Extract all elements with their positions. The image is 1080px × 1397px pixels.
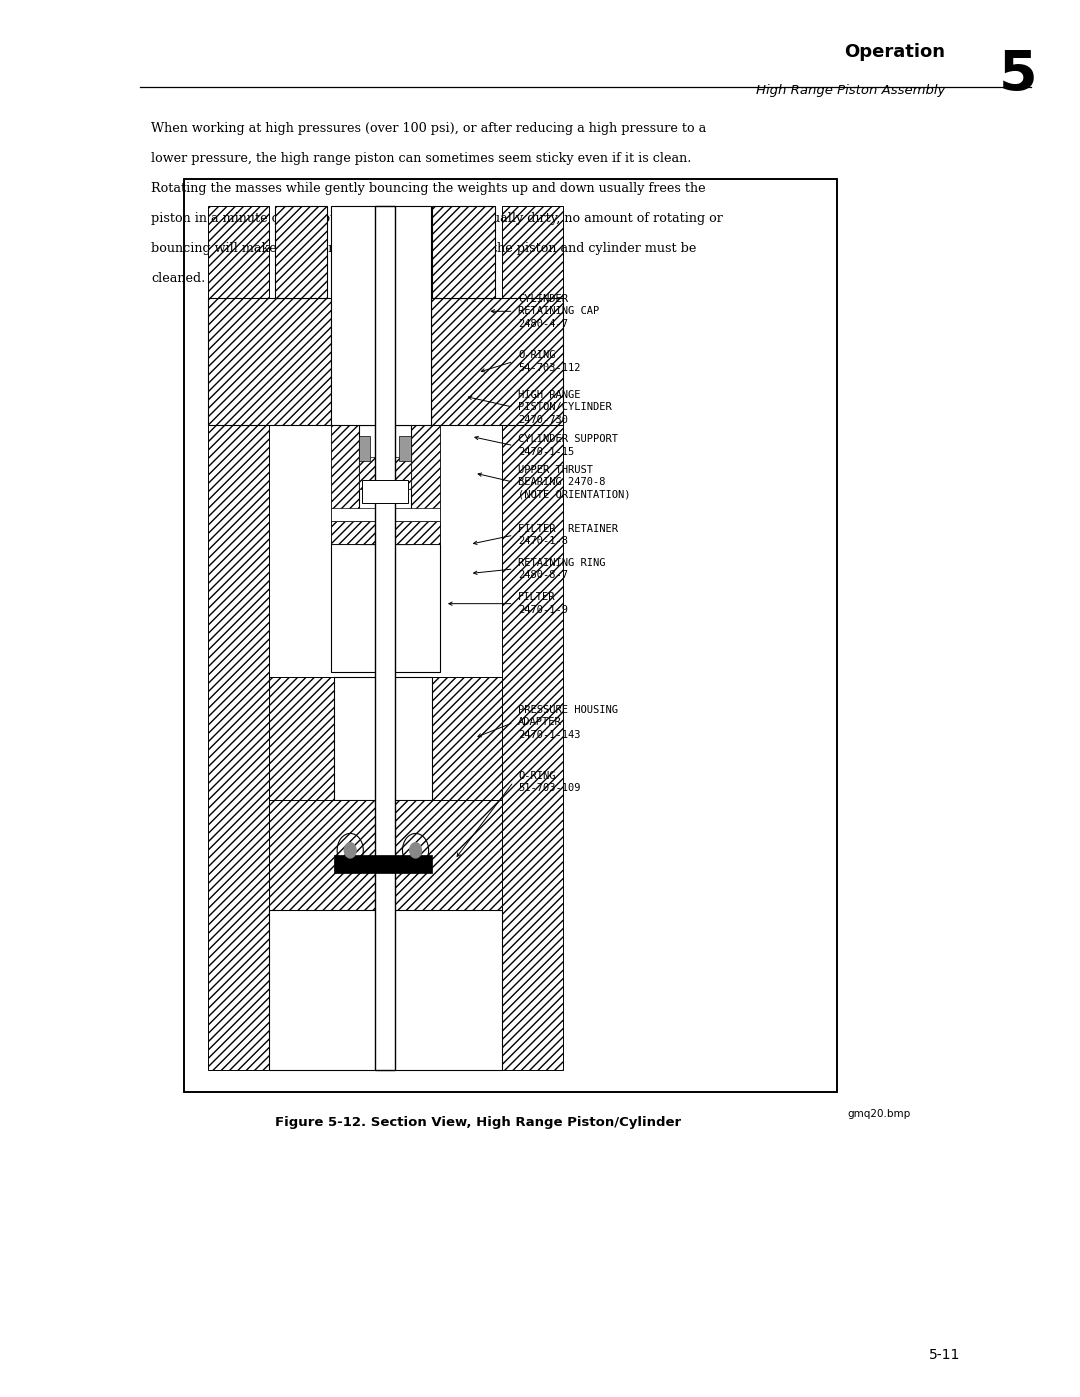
Text: CYLINDER
RETAINING CAP
2480-4-7: CYLINDER RETAINING CAP 2480-4-7	[518, 293, 599, 328]
Bar	[334, 855, 432, 873]
Text: HIGH RANGE
PISTON/CYLINDER
2470-730: HIGH RANGE PISTON/CYLINDER 2470-730	[518, 390, 611, 425]
Bar	[208, 207, 269, 1070]
Bar	[330, 426, 359, 545]
Bar	[330, 521, 440, 545]
Text: UPPER THRUST
BEARING 2470-8
(NOTE ORIENTATION): UPPER THRUST BEARING 2470-8 (NOTE ORIENT…	[518, 465, 631, 500]
Bar	[432, 207, 496, 298]
Bar	[502, 207, 563, 1070]
Text: bouncing will make it perform properly. In that case the piston and cylinder mus: bouncing will make it perform properly. …	[151, 242, 697, 254]
Circle shape	[409, 842, 421, 858]
Text: Figure 5-12. Section View, High Range Piston/Cylinder: Figure 5-12. Section View, High Range Pi…	[274, 1116, 681, 1129]
Bar	[184, 179, 837, 1092]
Bar	[400, 436, 411, 461]
Text: 5: 5	[999, 49, 1038, 102]
Text: O-RING
51-703-109: O-RING 51-703-109	[518, 771, 580, 793]
Bar	[208, 298, 330, 426]
Text: Operation: Operation	[843, 43, 945, 61]
Bar	[359, 457, 411, 489]
Bar	[330, 545, 440, 672]
Text: cleaned.: cleaned.	[151, 271, 205, 285]
Bar	[269, 909, 502, 1070]
Bar	[359, 426, 411, 545]
Text: FILTER
2470-1-9: FILTER 2470-1-9	[518, 592, 568, 615]
Text: RETAINING RING
2480-8-7: RETAINING RING 2480-8-7	[518, 557, 606, 580]
Bar	[431, 298, 563, 426]
Text: CYLINDER SUPPORT
2470-1-15: CYLINDER SUPPORT 2470-1-15	[518, 434, 618, 457]
Text: High Range Piston Assembly: High Range Piston Assembly	[756, 84, 945, 96]
Bar	[375, 207, 394, 1070]
Text: lower pressure, the high range piston can sometimes seem sticky even if it is cl: lower pressure, the high range piston ca…	[151, 152, 691, 165]
Bar	[275, 207, 327, 298]
Text: O-RING
54-703-112: O-RING 54-703-112	[518, 351, 580, 373]
Text: When working at high pressures (over 100 psi), or after reducing a high pressure: When working at high pressures (over 100…	[151, 122, 706, 134]
Bar	[362, 481, 408, 503]
Bar	[411, 426, 440, 545]
Text: piston in a minute or so. However, if the piston is actually dirty, no amount of: piston in a minute or so. However, if th…	[151, 211, 724, 225]
Bar	[269, 676, 334, 800]
Bar	[330, 207, 431, 426]
Text: gmq20.bmp: gmq20.bmp	[848, 1109, 912, 1119]
Circle shape	[345, 842, 356, 858]
Text: 5-11: 5-11	[929, 1348, 961, 1362]
Text: PRESSURE HOUSING
ADAPTER
2470-1-143: PRESSURE HOUSING ADAPTER 2470-1-143	[518, 705, 618, 740]
Bar	[269, 800, 502, 909]
Bar	[334, 676, 432, 800]
Bar	[359, 436, 370, 461]
Text: Rotating the masses while gently bouncing the weights up and down usually frees : Rotating the masses while gently bouncin…	[151, 182, 706, 194]
Bar	[330, 507, 440, 521]
Text: FILTER  RETAINER
2470-1-8: FILTER RETAINER 2470-1-8	[518, 524, 618, 546]
Bar	[432, 676, 502, 800]
Bar	[184, 179, 837, 1092]
